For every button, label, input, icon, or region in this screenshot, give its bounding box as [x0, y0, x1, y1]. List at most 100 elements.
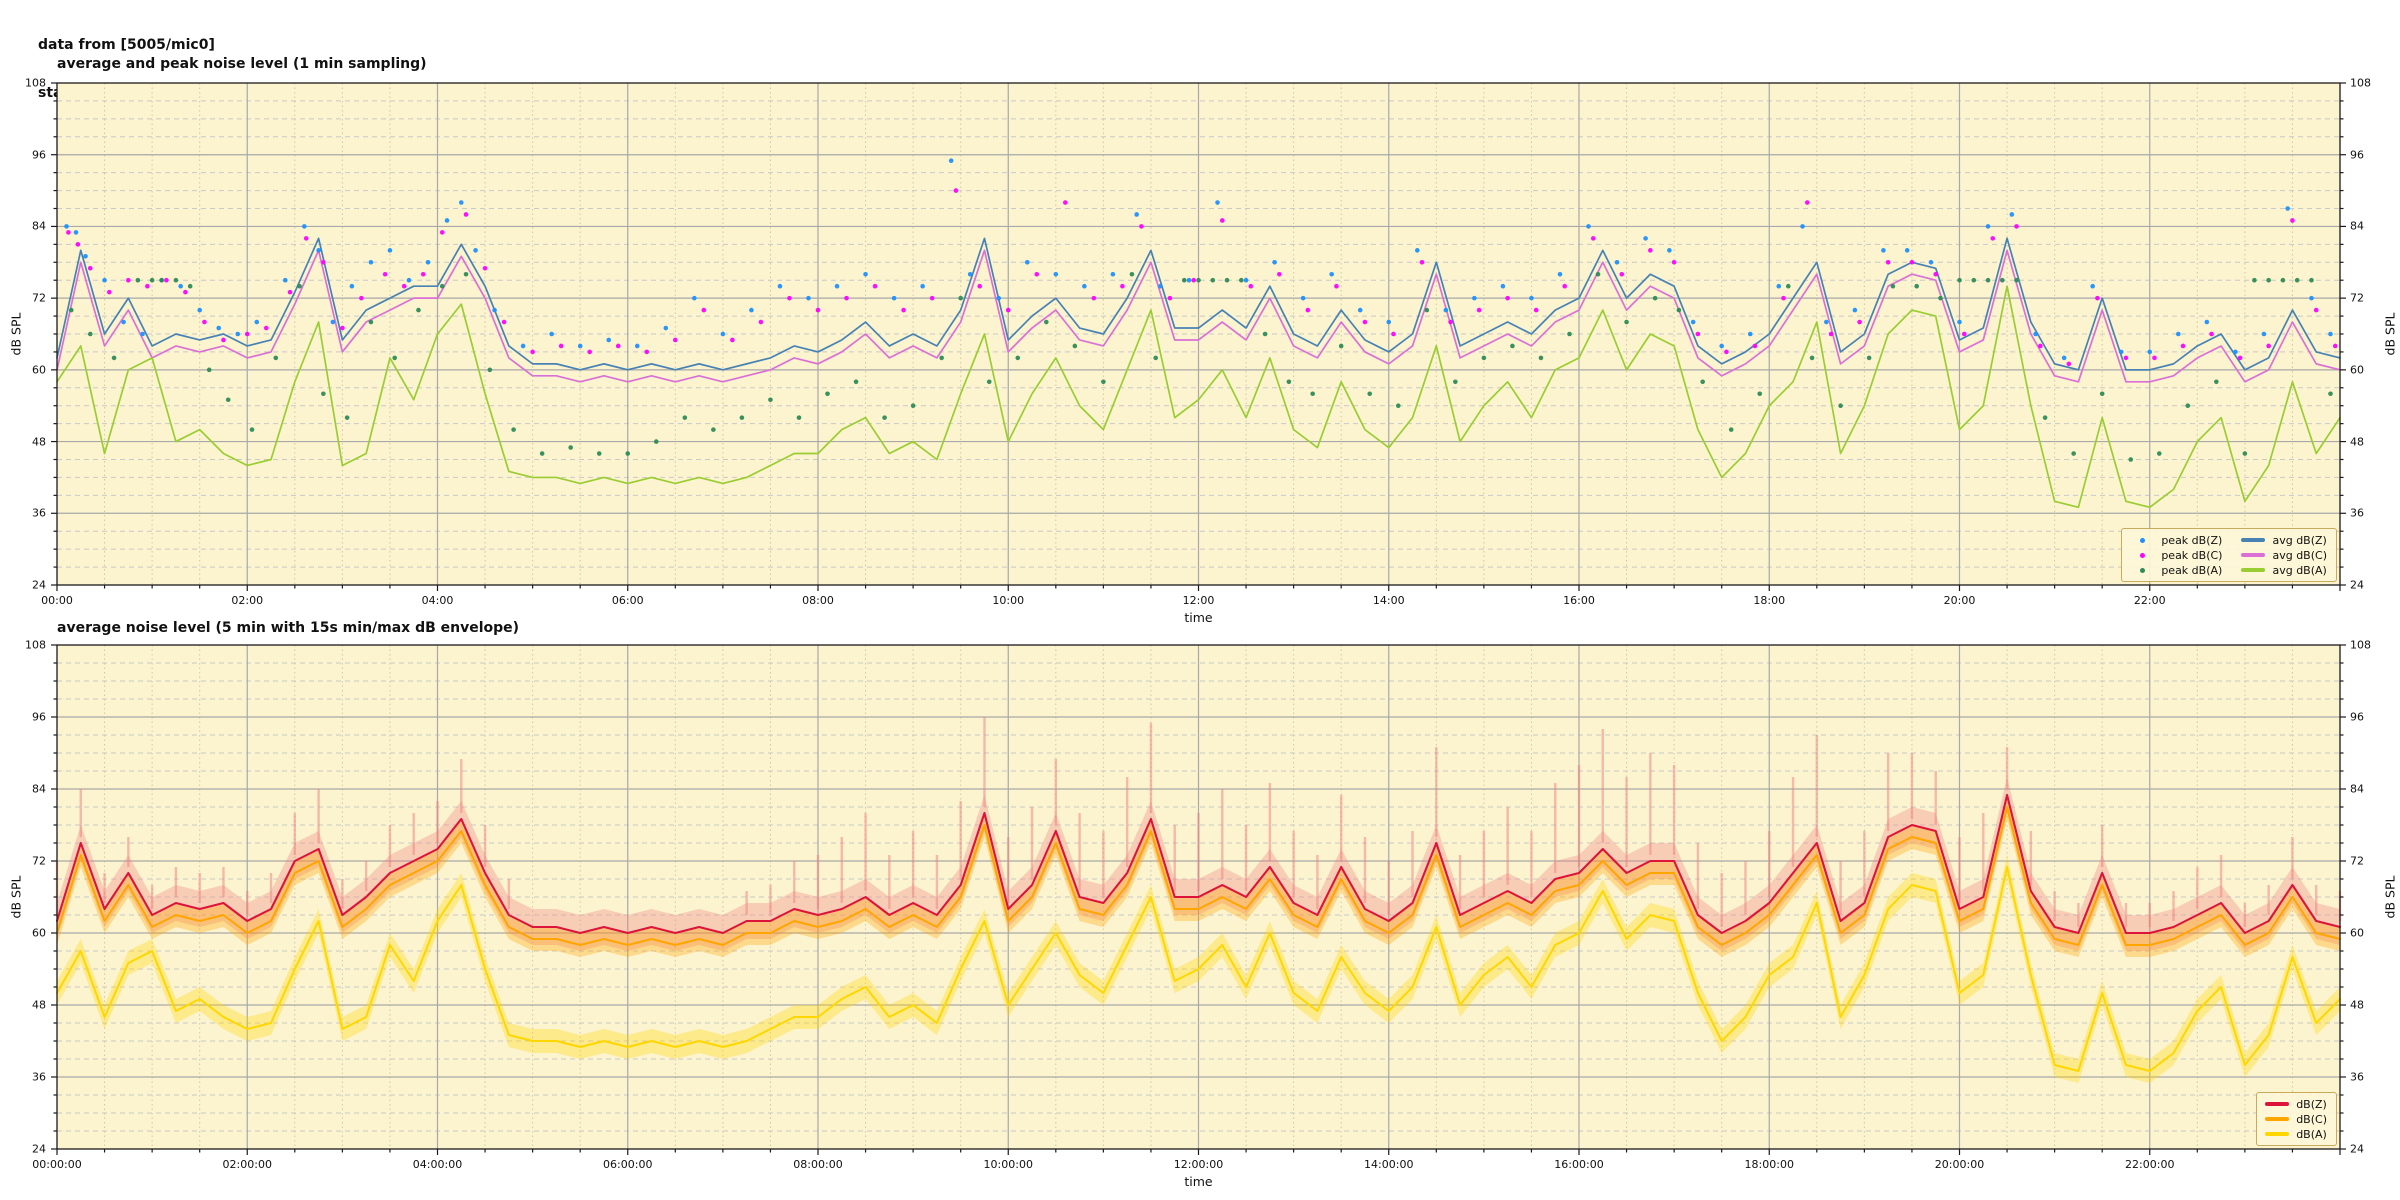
series-line-avg dB(A)	[56, 285, 2341, 509]
y-tick-label-right: 84	[2350, 219, 2364, 233]
y-tick-label: 48	[32, 435, 46, 449]
y-tick-label-right: 48	[2350, 435, 2364, 449]
legend-line-swatch	[2264, 1102, 2290, 1106]
x-tick-label: 10:00	[992, 594, 1025, 607]
x-tick-label: 04:00:00	[412, 1158, 463, 1171]
y-tick-label-right: 108	[2350, 76, 2371, 90]
y-tick-label: 84	[32, 782, 46, 796]
series-scatter-peak dB(A)	[68, 271, 2333, 462]
x-tick-label: 18:00	[1753, 594, 1786, 607]
y-tick-label-right: 72	[2350, 291, 2364, 305]
y-tick-label: 60	[32, 926, 46, 940]
legend-dot-marker	[2129, 567, 2155, 573]
x-tick-label: 00:00	[41, 594, 73, 607]
y-tick-label: 72	[32, 854, 46, 868]
y-tick-label: 108	[25, 638, 46, 652]
envelope-band-dB(C)	[57, 795, 2340, 957]
legend-item: peak dB(A)	[2129, 563, 2222, 577]
x-tick-label: 10:00:00	[983, 1158, 1033, 1171]
x-tick-label: 22:00:00	[2125, 1158, 2175, 1171]
x-tick-label: 20:00	[1943, 594, 1976, 607]
x-tick-label: 02:00	[231, 594, 264, 607]
y-tick-label-right: 48	[2350, 998, 2364, 1012]
y-tick-label-right: 36	[2350, 1070, 2364, 1084]
legend-line-swatch	[2240, 553, 2266, 557]
legend-label: dB(C)	[2296, 1112, 2327, 1126]
legend-dot-marker	[2129, 537, 2155, 543]
x-tick-label: 16:00	[1563, 594, 1595, 607]
y-tick-label: 72	[32, 291, 46, 305]
legend-label: avg dB(Z)	[2272, 533, 2327, 547]
x-tick-label: 06:00:00	[603, 1158, 653, 1171]
line-swatch	[2241, 538, 2266, 542]
y-tick-label-right: 24	[2350, 1142, 2364, 1156]
series-line-dB(A)	[56, 866, 2341, 1072]
legend-item: avg dB(Z)	[2240, 533, 2327, 547]
y-tick-label: 108	[25, 76, 46, 90]
legend-item: avg dB(C)	[2240, 548, 2327, 562]
y-tick-label: 96	[32, 148, 46, 162]
legend-label: peak dB(C)	[2161, 548, 2223, 562]
series-line-dB(Z)	[55, 793, 2342, 935]
x-tick-label: 22:00	[2133, 594, 2166, 607]
line-swatch	[2265, 1117, 2290, 1121]
legend-item: dB(Z)	[2264, 1097, 2327, 1111]
x-tick-label: 20:00:00	[1934, 1158, 1985, 1171]
x-tick-label: 04:00	[421, 594, 454, 607]
x-tick-label: 18:00:00	[1744, 1158, 1794, 1171]
y-tick-label: 24	[32, 578, 46, 592]
legend-label: avg dB(C)	[2272, 548, 2327, 562]
dot-swatch	[2139, 567, 2145, 573]
y-tick-label-right: 36	[2350, 506, 2364, 520]
y-axis-label: dB SPL	[8, 875, 24, 919]
legend-dot-marker	[2129, 552, 2155, 558]
legend-item: dB(C)	[2264, 1112, 2327, 1126]
legend-label: avg dB(A)	[2272, 563, 2327, 577]
series-line-dB(C)	[56, 806, 2341, 946]
envelope-band-dB(Z)	[57, 777, 2340, 951]
y-tick-label-right: 60	[2350, 926, 2364, 940]
legend-label: dB(A)	[2296, 1127, 2327, 1141]
y-tick-label-right: 96	[2350, 148, 2364, 162]
legend-item: dB(A)	[2264, 1127, 2327, 1141]
x-axis-label: time	[1184, 610, 1213, 625]
legend-line-swatch	[2240, 568, 2266, 572]
y-tick-label: 24	[32, 1142, 46, 1156]
legend-line-swatch	[2264, 1117, 2290, 1121]
x-tick-label: 14:00:00	[1364, 1158, 1414, 1171]
legend-label: dB(Z)	[2296, 1097, 2327, 1111]
x-axis-label: time	[1184, 1174, 1213, 1189]
legend-line-swatch	[2264, 1132, 2290, 1136]
dot-swatch	[2139, 537, 2145, 543]
series-scatter-peak dB(C)	[66, 188, 2338, 367]
y-tick-label-right: 96	[2350, 710, 2364, 724]
y-tick-label-right: 24	[2350, 578, 2364, 592]
series-scatter-peak dB(Z)	[64, 158, 2333, 361]
y-axis-label-right: dB SPL	[2382, 312, 2398, 356]
x-tick-label: 12:00	[1182, 594, 1215, 607]
legend-item: avg dB(A)	[2240, 563, 2327, 577]
x-tick-label: 02:00:00	[222, 1158, 272, 1171]
legend-item: peak dB(C)	[2129, 548, 2222, 562]
y-tick-label-right: 72	[2350, 854, 2364, 868]
x-tick-label: 00:00:00	[32, 1158, 82, 1171]
x-tick-label: 08:00	[802, 594, 834, 607]
chart1-legend: peak dB(Z) peak dB(C) peak dB(A) avg dB(Z) a…	[2121, 528, 2337, 582]
legend-label: peak dB(A)	[2161, 563, 2223, 577]
line-swatch	[2241, 568, 2266, 572]
y-tick-label: 36	[32, 1070, 46, 1084]
x-tick-label: 08:00:00	[793, 1158, 843, 1171]
y-tick-label: 60	[32, 363, 46, 377]
chart1-plot-area: peak dB(Z) peak dB(C) peak dB(A) avg dB(Z) a…	[51, 82, 2346, 591]
legend-item: peak dB(Z)	[2129, 533, 2222, 547]
chart1-title: average and peak noise level (1 min samp…	[57, 56, 427, 72]
x-tick-label: 14:00	[1372, 594, 1405, 607]
legend-line-swatch	[2240, 538, 2266, 542]
legend-label: peak dB(Z)	[2161, 533, 2223, 547]
x-tick-label: 16:00:00	[1554, 1158, 1604, 1171]
chart2-plot-svg	[51, 644, 2346, 1155]
y-axis-label-right: dB SPL	[2382, 875, 2398, 919]
line-swatch	[2241, 553, 2266, 557]
y-tick-label-right: 108	[2350, 638, 2371, 652]
